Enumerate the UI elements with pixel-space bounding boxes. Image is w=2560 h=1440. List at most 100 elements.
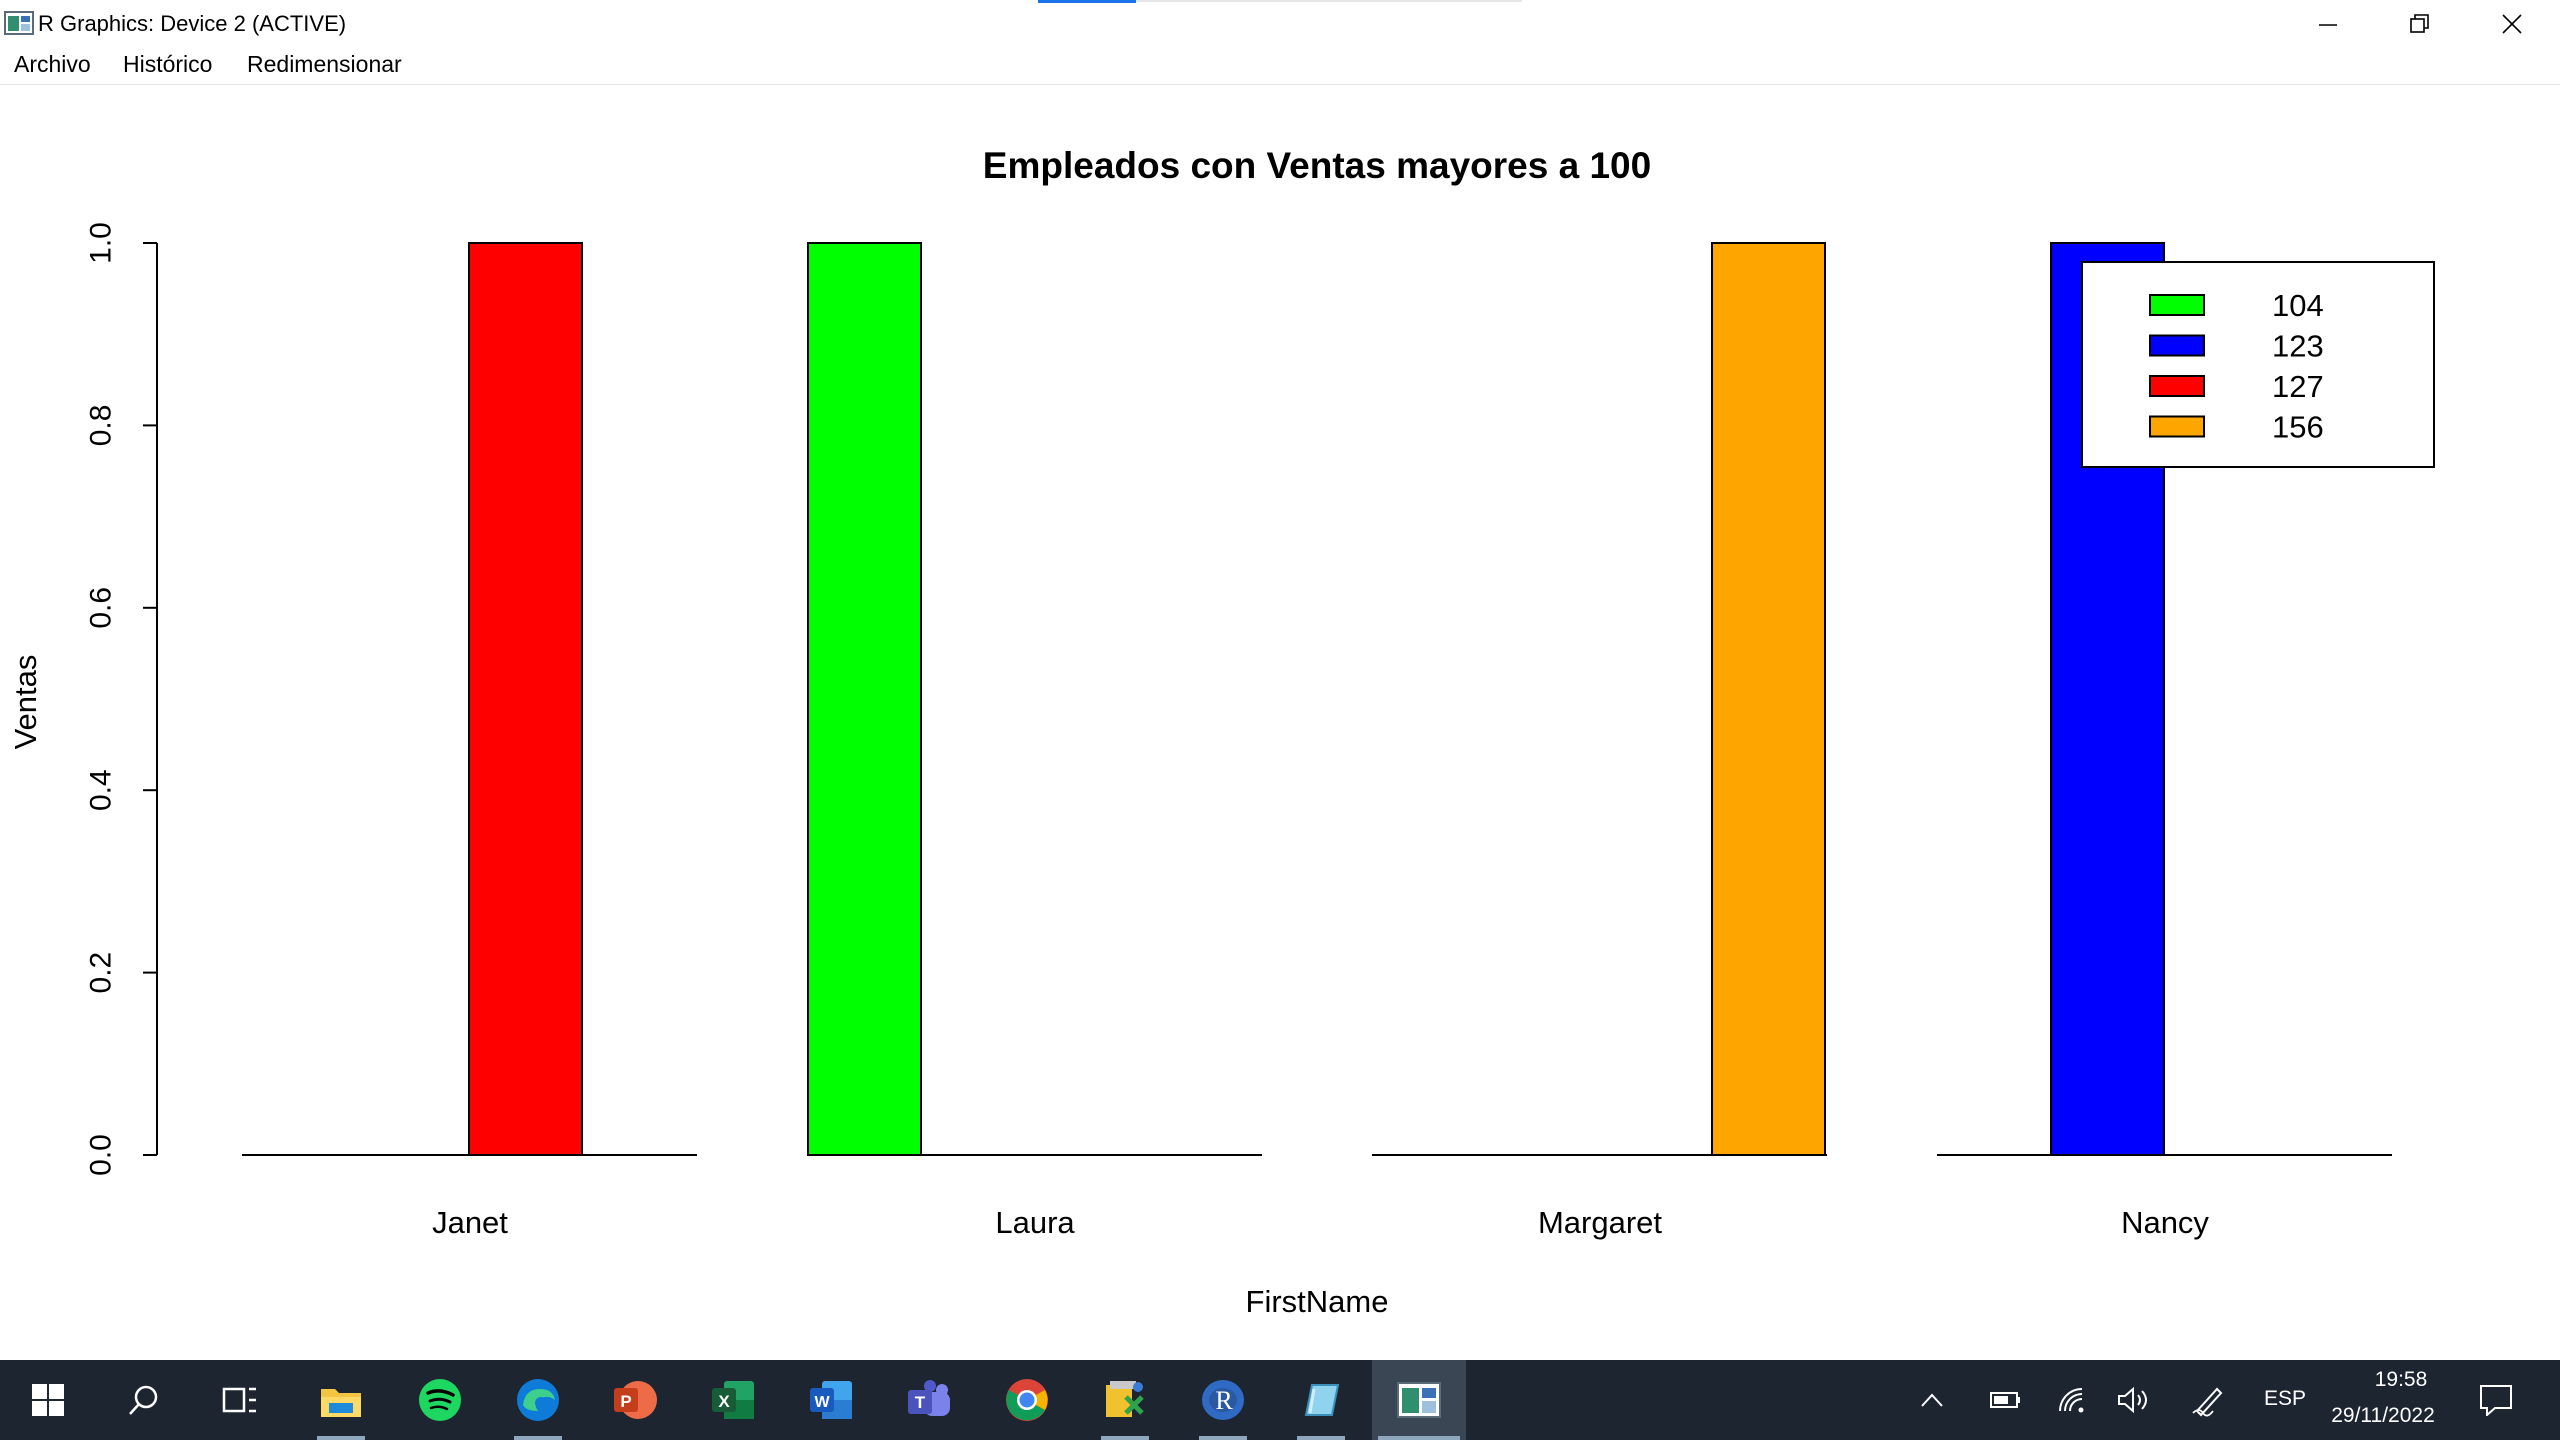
menu-historico[interactable]: Histórico [123,51,213,77]
search-button[interactable] [114,1370,174,1430]
task-view-button[interactable] [210,1370,270,1430]
taskbar: P X W T [0,1360,2560,1440]
chart-title: Empleados con Ventas mayores a 100 [983,145,1651,186]
category-labels: Janet Laura Margaret Nancy [432,1205,2209,1240]
x-axis-label: FirstName [1246,1284,1389,1319]
network-status[interactable] [2052,1370,2092,1430]
r-graphics-taskbar-button[interactable] [1372,1360,1466,1440]
legend: 104 123 127 156 [2081,261,2435,468]
word-button[interactable]: W [801,1370,861,1430]
legend-swatch-123 [2149,334,2205,357]
tab-strip-indicator [1038,0,1136,3]
wifi-icon [2059,1388,2084,1413]
y-tick-label: 0.6 [85,587,118,629]
file-explorer-running-indicator [317,1436,365,1440]
category-label: Laura [995,1205,1075,1240]
battery-icon [1990,1392,2020,1408]
powerpoint-icon: P [614,1381,657,1419]
input-language[interactable]: ESP [2264,1387,2307,1410]
r-running-indicator [1199,1436,1247,1440]
y-axis-label: Ventas [8,655,43,750]
notepad-icon [1304,1384,1340,1416]
legend-label: 127 [2272,369,2324,404]
show-hidden-icons-button[interactable] [1912,1370,1952,1430]
bar-margaret-156 [1711,242,1826,1156]
teams-icon: T [908,1380,950,1416]
bar-chart: Empleados con Ventas mayores a 100 First… [8,145,2435,1319]
bar-laura-104 [807,242,922,1156]
window-title: R Graphics: Device 2 (ACTIVE) [38,11,347,36]
y-tick-label: 0.0 [85,1134,118,1176]
edge-button[interactable] [508,1370,568,1440]
search-icon [129,1385,158,1415]
menu-bar: Archivo Histórico Redimensionar [0,48,2560,85]
chrome-icon [1006,1379,1048,1421]
word-icon: W [810,1381,852,1419]
start-button[interactable] [18,1370,78,1430]
notepad-running-indicator [1297,1436,1345,1440]
sql-tool-button[interactable] [1095,1370,1155,1440]
svg-text:R: R [1215,1386,1233,1415]
chrome-button[interactable] [997,1370,1057,1430]
restore-button[interactable] [2374,0,2466,48]
minimize-button[interactable] [2282,0,2374,48]
notification-center-button[interactable] [2474,1370,2518,1430]
r-graphics-app-icon [4,11,34,35]
r-graphics-active-indicator [1378,1436,1460,1440]
close-button[interactable] [2466,0,2558,48]
window-titlebar: R Graphics: Device 2 (ACTIVE) [0,0,2560,48]
legend-label: 123 [2272,328,2324,363]
spotify-button[interactable] [410,1370,470,1430]
y-tick-label: 0.2 [85,952,118,994]
pen-icon [2192,1387,2223,1417]
tab-strip-track [1136,0,1522,2]
edge-icon [517,1379,559,1421]
r-icon: R [1202,1380,1244,1420]
start-icon [32,1384,64,1416]
edge-running-indicator [514,1436,562,1440]
svg-text:X: X [718,1392,730,1411]
legend-swatch-127 [2149,375,2205,397]
r-gui-button[interactable]: R [1193,1370,1253,1440]
excel-button[interactable]: X [703,1370,763,1430]
notepad-button[interactable] [1291,1370,1351,1440]
y-tick-label: 0.4 [85,769,118,811]
legend-swatch-156 [2149,415,2205,438]
bar-janet-127 [468,242,583,1156]
legend-box [2081,261,2435,468]
close-icon [2502,14,2522,34]
volume-control[interactable] [2114,1370,2154,1430]
menu-archivo[interactable]: Archivo [14,51,91,77]
category-label: Margaret [1538,1205,1662,1240]
task-view-icon [222,1387,256,1413]
y-axis: 0.0 0.2 0.4 0.6 0.8 1.0 [85,222,158,1176]
sql-tool-running-indicator [1101,1436,1149,1440]
minimize-icon [2319,24,2337,26]
legend-swatch-104 [2149,294,2205,316]
bars-group [468,242,2165,1156]
excel-icon: X [712,1381,754,1419]
legend-label: 156 [2272,409,2324,444]
speaker-icon [2118,1387,2147,1413]
svg-text:W: W [814,1394,830,1411]
file-explorer-button[interactable] [311,1370,371,1440]
y-tick-label: 1.0 [85,222,118,264]
powerpoint-button[interactable]: P [605,1370,665,1430]
menu-redimensionar[interactable]: Redimensionar [247,51,402,77]
r-graphics-icon [1397,1382,1441,1418]
sql-tool-icon [1106,1381,1144,1417]
spotify-icon [419,1379,461,1421]
category-label: Janet [432,1205,508,1240]
svg-text:T: T [915,1393,926,1412]
chevron-up-icon [1921,1393,1943,1407]
category-label: Nancy [2121,1205,2209,1240]
restore-icon [2410,14,2429,33]
pen-workspace-button[interactable] [2188,1370,2228,1430]
notification-icon [2480,1385,2512,1416]
battery-status[interactable] [1986,1370,2026,1430]
teams-button[interactable]: T [899,1370,959,1430]
legend-label: 104 [2272,288,2324,323]
y-tick-label: 0.8 [85,405,118,447]
clock-time[interactable]: 19:58 [2374,1368,2428,1391]
clock-date[interactable]: 29/11/2022 [2331,1404,2435,1427]
